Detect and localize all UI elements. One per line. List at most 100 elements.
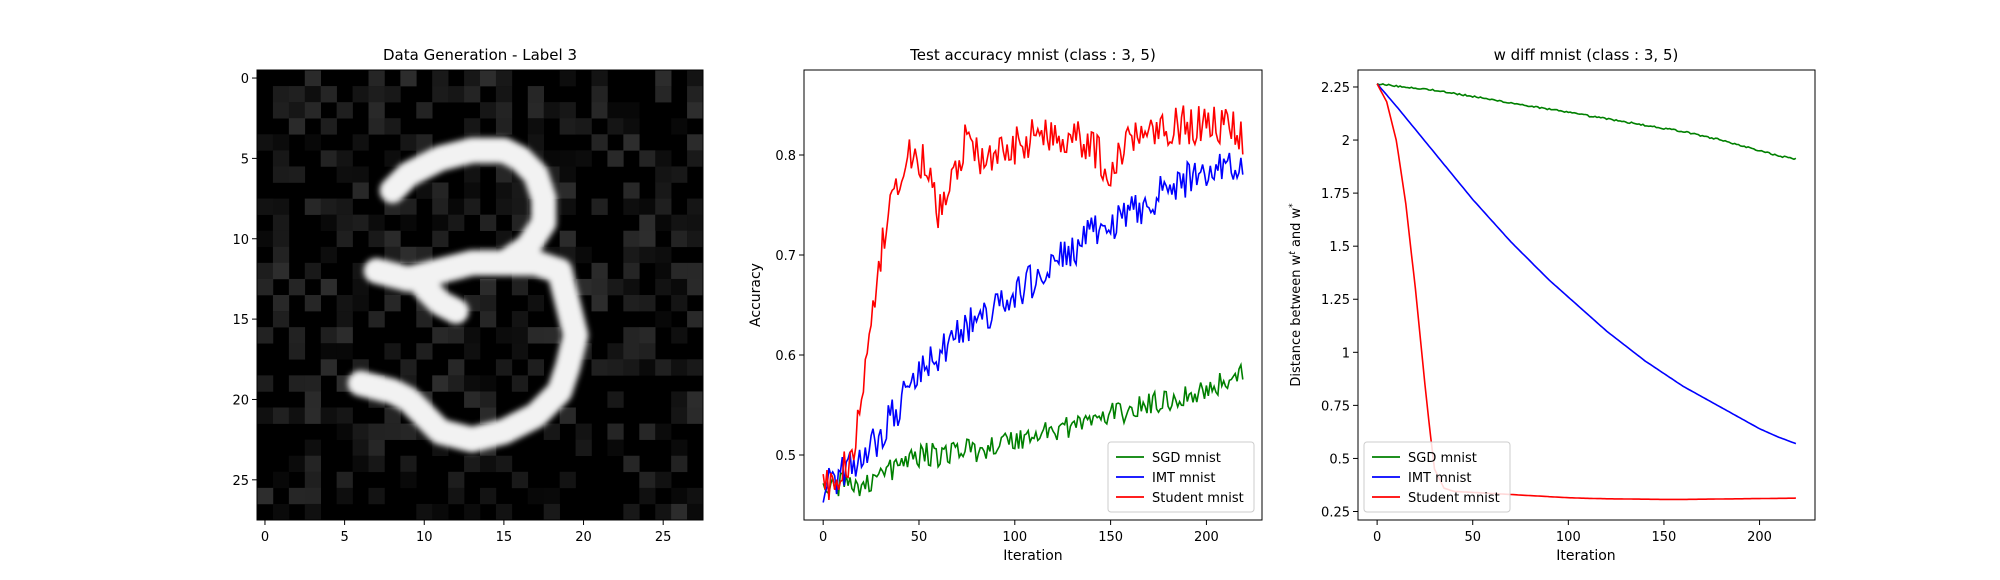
noise-pixel [384,230,401,248]
y-tick-label: 10 [232,233,249,248]
noise-pixel [336,487,353,505]
noise-pixel [320,198,337,215]
noise-pixel [464,166,481,183]
noise-pixel [416,311,433,328]
noise-pixel [352,295,369,312]
noise-pixel [304,134,322,151]
noise-pixel [384,150,401,167]
noise-pixel [416,182,433,199]
ylabel-part: t [1288,251,1298,255]
legend-label: IMT mnist [1152,471,1216,486]
noise-pixel [511,471,529,489]
noise-pixel [511,278,529,296]
noise-pixel [368,86,385,103]
noise-pixel [432,375,449,392]
noise-pixel [623,262,640,280]
noise-pixel [368,439,385,457]
noise-pixel [257,198,274,215]
legend-label: SGD mnist [1152,451,1221,466]
noise-pixel [304,198,322,215]
noise-pixel [304,455,322,473]
noise-pixel [257,262,274,280]
noise-pixel [400,471,417,489]
noise-pixel [527,134,545,151]
noise-pixel [687,86,704,103]
noise-pixel [575,118,592,135]
noise-pixel [671,407,688,424]
noise-pixel [607,150,624,167]
noise-pixel [511,198,529,215]
noise-pixel [320,214,337,232]
noise-pixel [448,327,465,344]
digit-stroke-middle-left [411,274,469,324]
noise-pixel [304,295,322,312]
noise-pixel [448,86,465,103]
noise-pixel [639,295,656,312]
noise-pixel [495,327,513,344]
noise-pixel [687,102,704,119]
digit-strokes [347,137,589,453]
noise-pixel [368,70,385,87]
y-tick-label: 0.8 [775,149,796,164]
noise-pixel [639,343,656,360]
noise-pixel [495,230,513,248]
noise-pixel [400,423,417,440]
noise-pixel [527,118,545,135]
x-tick-label: 5 [340,530,348,545]
noise-pixel [591,134,608,151]
noise-pixel [639,246,656,264]
noise-pixel [288,487,306,505]
noise-pixel [655,150,672,167]
noise-pixel [352,166,369,183]
noise-pixel [416,246,433,264]
x-tick-label: 100 [1556,530,1581,545]
noise-pixel [671,118,688,135]
noise-pixel [352,423,369,440]
noise-pixel [480,102,497,119]
noise-pixel [607,102,624,119]
noise-pixel [464,455,481,473]
noise-pixel [320,246,337,264]
noise-pixel [400,359,417,376]
legend-label: SGD mnist [1408,451,1477,466]
noise-pixel [272,295,290,312]
noise-pixel [432,327,449,344]
noise-pixel [384,295,401,312]
image-frame [256,69,704,521]
y-tick-label: 1.75 [1321,187,1350,202]
noise-pixel [639,471,656,489]
accuracy-legend: SGD mnist IMT mnist Student mnist [1107,441,1255,513]
series-line-imt-mnist [822,152,1244,503]
noise-pixel [639,359,656,376]
noise-pixel [671,166,688,183]
noise-pixel [655,182,672,199]
noise-pixel [655,166,672,183]
x-tick-label: 150 [1098,530,1123,545]
noise-pixel [304,391,322,408]
noise-pixel [559,166,576,183]
noise-pixel [480,70,497,87]
noise-pixel [400,455,417,473]
noise-pixel [400,198,417,215]
noise-pixel [543,102,560,119]
noise-pixel [671,439,688,457]
legend-box [1363,441,1511,513]
noise-pixel [687,150,704,167]
noise-pixel [591,198,608,215]
noise-pixel [671,503,688,521]
noise-pixel [655,86,672,103]
noise-pixel [655,423,672,440]
noise-pixel [623,230,640,248]
series-line-sgd-mnist [1376,82,1797,161]
wdiff-axis-ticks: 0 50 100 150 200 0.25 0.5 0.75 1 1.25 1.5 1.75 2 2.25 [1321,81,1772,545]
noise-pixel [320,359,337,376]
noise-pixel [607,391,624,408]
noise-pixel [639,214,656,232]
y-tick-label: 0.7 [775,249,796,264]
noise-pixel [272,166,290,183]
noise-pixel [320,150,337,167]
noise-pixel [655,311,672,328]
accuracy-xlabel: Iteration [1003,548,1062,564]
accuracy-ylabel: Accuracy [748,263,764,327]
